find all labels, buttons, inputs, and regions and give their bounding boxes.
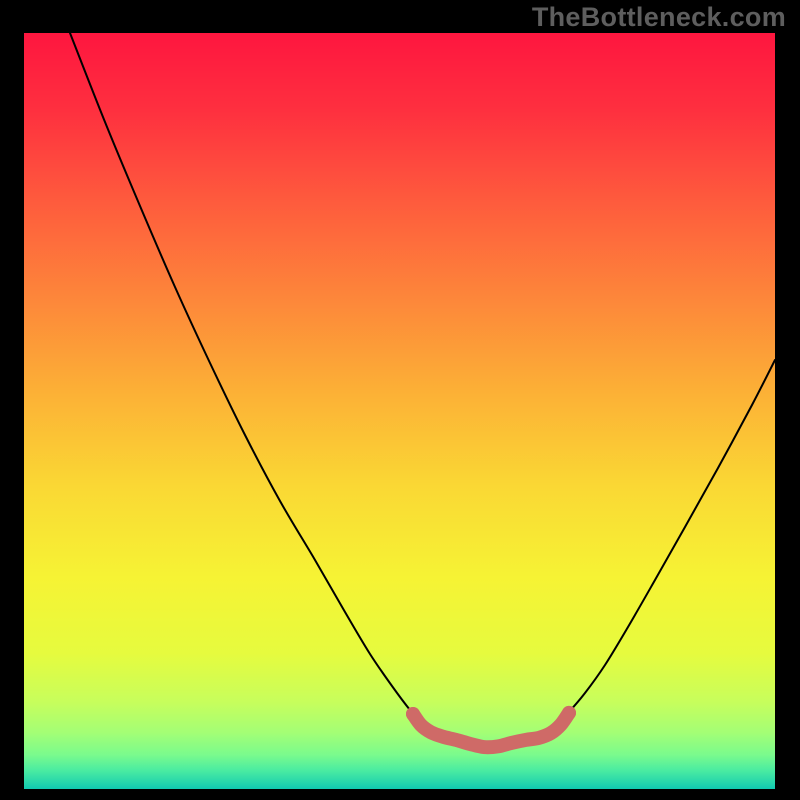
valley-band-cap: [406, 707, 420, 721]
valley-band-cap: [562, 706, 576, 720]
chart-stage: TheBottleneck.com: [0, 0, 800, 800]
chart-svg: [0, 0, 800, 800]
watermark-text: TheBottleneck.com: [532, 2, 786, 33]
gradient-plot-area: [24, 33, 775, 789]
